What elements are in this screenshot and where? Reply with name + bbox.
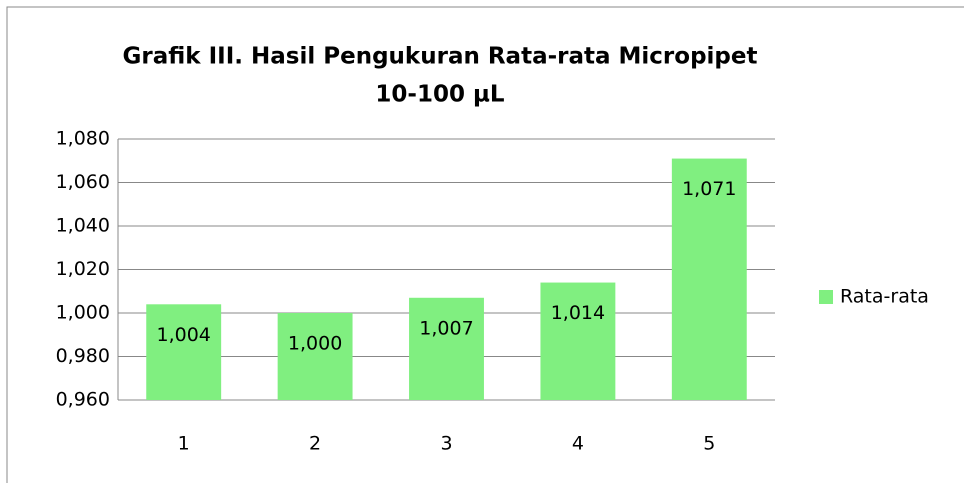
x-tick-label: 2 [309, 433, 321, 455]
legend-label: Rata-rata [840, 286, 929, 308]
x-tick-label: 3 [440, 433, 452, 455]
chart-title: Grafik III. Hasil Pengukuran Rata-rata M… [123, 44, 758, 70]
y-tick-label: 1,040 [56, 215, 110, 237]
data-label: 1,000 [288, 333, 342, 355]
y-tick-label: 0,960 [56, 389, 110, 411]
bar [409, 297, 484, 400]
bar [277, 313, 353, 400]
y-tick-label: 1,080 [56, 128, 110, 150]
data-label: 1,004 [156, 324, 210, 346]
y-tick-label: 1,020 [56, 258, 110, 280]
chart-frame [6, 6, 964, 483]
bar [146, 304, 222, 400]
x-tick-label: 1 [178, 433, 190, 455]
legend-swatch [819, 290, 833, 304]
y-tick-label: 1,060 [56, 171, 110, 193]
y-tick-label: 1,000 [56, 302, 110, 324]
x-tick-label: 5 [703, 433, 715, 455]
x-tick-label: 4 [572, 433, 584, 455]
bar [540, 282, 616, 400]
data-label: 1,014 [551, 302, 605, 324]
bar [671, 158, 747, 400]
y-tick-label: 0,980 [56, 345, 110, 367]
data-label: 1,007 [419, 317, 473, 339]
chart-title: 10-100 µL [375, 82, 504, 108]
data-label: 1,071 [682, 178, 736, 200]
